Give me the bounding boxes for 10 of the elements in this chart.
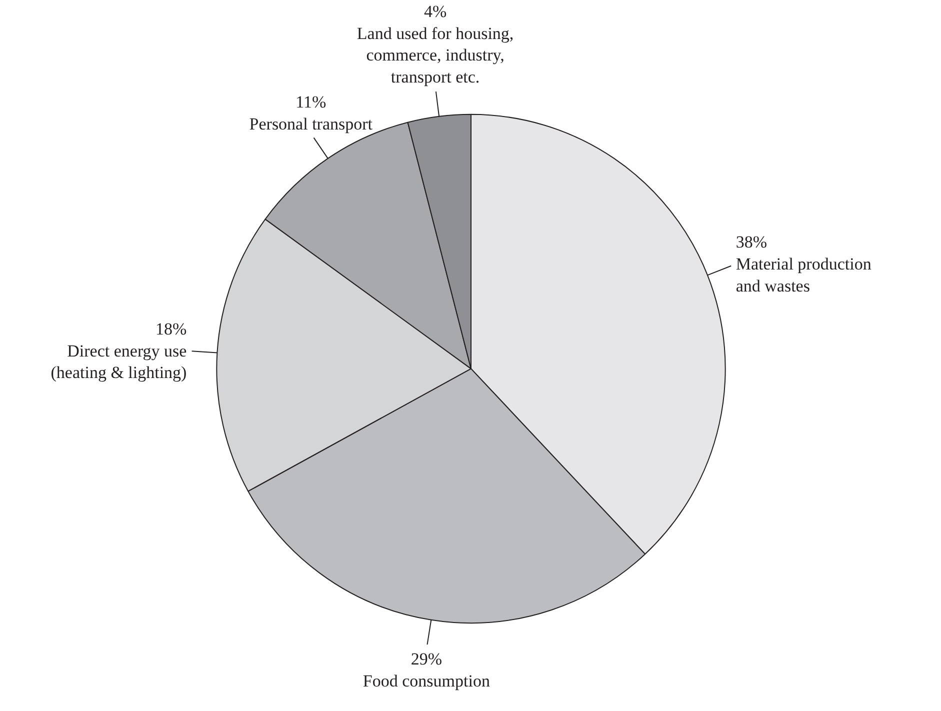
slice-label: Direct energy use (heating & lighting) [50,341,187,382]
slice-label: Personal transport [249,114,373,134]
slice-label: Land used for housing, commerce, industry, transport etc. [356,24,514,87]
data-label: 29% [410,650,442,669]
data-label: 38% [736,232,768,252]
data-label: 11% [296,92,326,112]
data-label: 4% [424,2,447,21]
slice-label: Food consumption [362,671,490,690]
data-label: 18% [156,319,187,338]
slice-label: Material production and wastes [736,254,872,296]
